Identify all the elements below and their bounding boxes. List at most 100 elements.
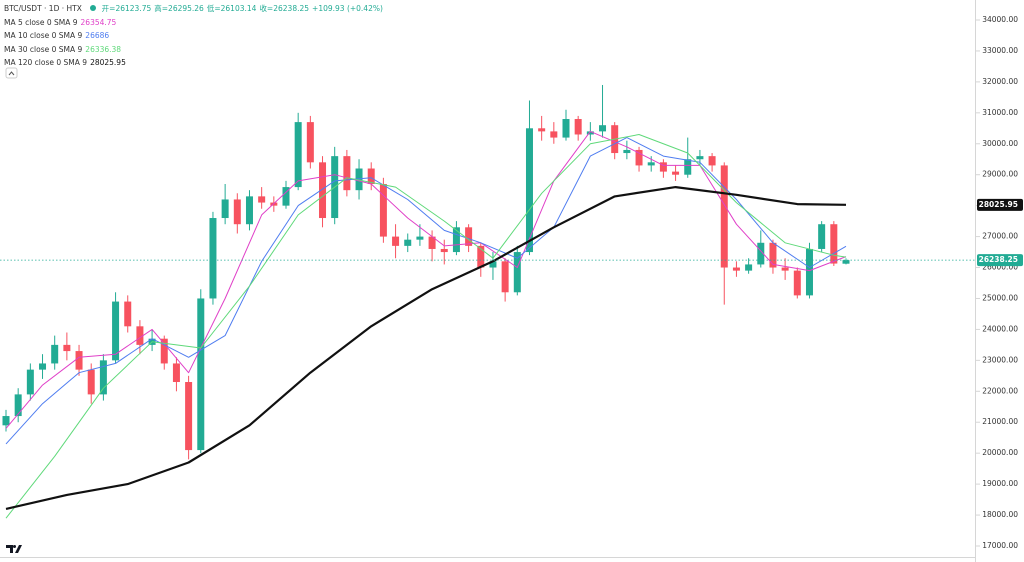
high-value: 26295.26 bbox=[168, 4, 204, 13]
candle-body bbox=[392, 236, 400, 246]
y-tick-label: 27000.00 bbox=[982, 232, 1018, 241]
candle-body bbox=[818, 224, 826, 249]
candle-body bbox=[367, 168, 375, 184]
candle-body bbox=[562, 119, 570, 138]
candle-body bbox=[428, 236, 436, 249]
low-label: 低= bbox=[206, 4, 221, 13]
open-value: 26123.75 bbox=[115, 4, 152, 13]
candle-body bbox=[282, 187, 290, 206]
candle-body bbox=[501, 261, 509, 293]
open-label: 开= bbox=[101, 4, 116, 13]
candle-body bbox=[233, 199, 241, 225]
candle-body bbox=[550, 131, 558, 138]
candle-body bbox=[647, 162, 655, 166]
close-label: 收= bbox=[259, 4, 274, 13]
ma-price-box bbox=[977, 198, 1023, 211]
candle-body bbox=[684, 159, 692, 175]
candle-body bbox=[221, 199, 229, 219]
candle-body bbox=[513, 252, 521, 293]
symbol-title: BTC/USDT · 1D · HTX bbox=[4, 4, 82, 13]
low-value: 26103.14 bbox=[220, 4, 257, 13]
ma-value: 26686 bbox=[85, 31, 110, 40]
candle-body bbox=[258, 196, 266, 203]
y-tick-label: 32000.00 bbox=[982, 77, 1018, 86]
ma-legend-row: MA 120 close 0 SMA 9 28025.95 bbox=[4, 56, 389, 70]
y-tick-label: 22000.00 bbox=[982, 386, 1018, 395]
candle-body bbox=[14, 394, 22, 417]
ma-legend-row: MA 10 close 0 SMA 9 26686 bbox=[4, 29, 389, 43]
candle-body bbox=[185, 382, 193, 451]
candle-body bbox=[745, 264, 753, 271]
y-tick-label: 33000.00 bbox=[982, 46, 1018, 55]
candle-body bbox=[172, 363, 180, 383]
candle-body bbox=[63, 344, 71, 352]
ma-name: MA 30 close 0 SMA 9 bbox=[4, 44, 83, 54]
candle-body bbox=[599, 125, 607, 132]
high-label: 高= bbox=[154, 4, 169, 13]
candle-body bbox=[124, 301, 132, 327]
ma-legend-row: MA 5 close 0 SMA 9 26354.75 bbox=[4, 16, 389, 30]
header-row: BTC/USDT · 1D · HTX 开=26123.75 高=26295.26… bbox=[4, 2, 389, 16]
last-price-box bbox=[977, 254, 1023, 267]
candle-body bbox=[805, 248, 813, 296]
candle-body bbox=[781, 267, 789, 271]
candle-body bbox=[769, 242, 777, 268]
candle-body bbox=[489, 261, 497, 268]
candle-body bbox=[379, 183, 387, 237]
y-tick-label: 31000.00 bbox=[982, 108, 1018, 117]
candle-body bbox=[39, 363, 47, 370]
ma-legend: MA 5 close 0 SMA 9 26354.75 MA 10 close 0 … bbox=[4, 16, 389, 70]
candle-body bbox=[830, 224, 838, 264]
close-value: 26238.25 bbox=[273, 4, 310, 13]
candle-body bbox=[574, 119, 582, 135]
candle-body bbox=[842, 260, 850, 264]
change: +109.93 (+0.42%) bbox=[312, 4, 383, 13]
ma-line bbox=[5, 186, 847, 510]
y-tick-label: 26000.00 bbox=[982, 263, 1018, 272]
candle-body bbox=[51, 344, 59, 364]
ma-name: MA 120 close 0 SMA 9 bbox=[4, 58, 88, 67]
ma-name: MA 5 close 0 SMA 9 bbox=[4, 17, 78, 27]
y-tick-label: 18000.00 bbox=[982, 510, 1018, 519]
candle-body bbox=[757, 242, 765, 265]
candle-body bbox=[355, 168, 363, 191]
candle-body bbox=[160, 338, 168, 364]
candle-body bbox=[99, 360, 107, 395]
ma-legend-row: MA 30 close 0 SMA 9 26336.38 bbox=[4, 43, 389, 57]
ma-value: 26336.38 bbox=[85, 44, 122, 54]
candle-body bbox=[623, 149, 631, 154]
ma-line bbox=[5, 130, 847, 429]
y-tick-label: 17000.00 bbox=[982, 541, 1018, 550]
collapse-button[interactable] bbox=[5, 67, 18, 79]
y-tick-label: 34000.00 bbox=[982, 15, 1018, 24]
y-tick-label: 30000.00 bbox=[982, 139, 1018, 148]
y-tick-label: 21000.00 bbox=[982, 417, 1018, 426]
candle-body bbox=[319, 162, 327, 219]
candle-body bbox=[87, 369, 95, 395]
candle-body bbox=[586, 131, 594, 135]
candle-body bbox=[209, 218, 217, 299]
y-tick-label: 19000.00 bbox=[982, 479, 1018, 488]
status-dot bbox=[90, 5, 97, 11]
y-tick-label: 20000.00 bbox=[982, 448, 1018, 457]
collapse-icon bbox=[8, 71, 15, 76]
ma-line bbox=[5, 137, 847, 445]
candle-body bbox=[708, 156, 716, 166]
candle-body bbox=[75, 351, 83, 370]
candle-body bbox=[245, 196, 253, 225]
ma-value: 26354.75 bbox=[80, 17, 117, 27]
y-tick-label: 29000.00 bbox=[982, 170, 1018, 179]
candle-body bbox=[452, 227, 460, 253]
candle-body bbox=[26, 369, 34, 395]
candle-body bbox=[672, 171, 680, 175]
y-tick-label: 25000.00 bbox=[982, 293, 1018, 302]
candle-body bbox=[136, 326, 144, 345]
candle-body bbox=[538, 128, 546, 132]
candle-body bbox=[720, 165, 728, 268]
candle-body bbox=[197, 298, 205, 451]
candle-body bbox=[465, 227, 473, 246]
candle-body bbox=[2, 416, 10, 426]
